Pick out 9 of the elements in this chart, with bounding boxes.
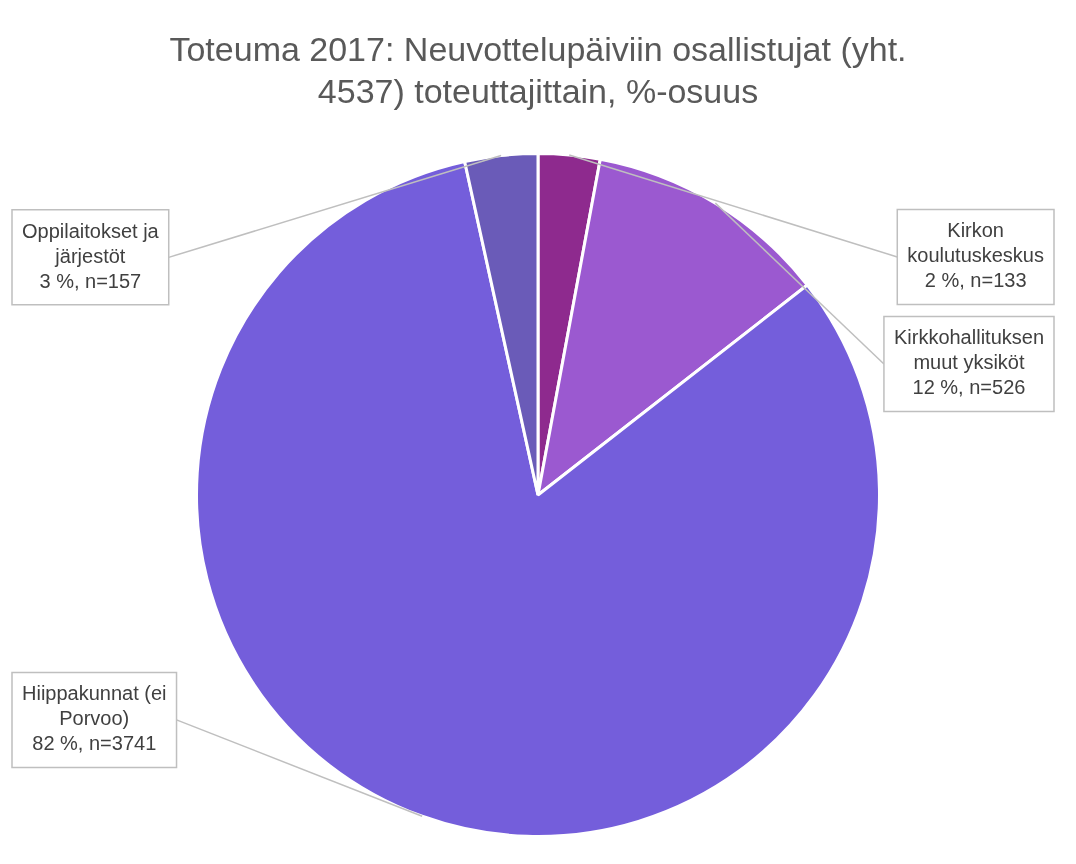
data-label: 2 %, n=133 [924,269,1027,292]
slice-label: Kirkkohallituksen muut yksiköt [893,326,1044,374]
slice-label: Kirkon koulutuskeskus [907,219,1045,267]
data-label: 82 %, n=3741 [32,732,157,755]
chart-title: Toteuma 2017: Neuvottelupäiviin osallistujat (yht. 4537) toteuttajittain, %-osuus [168,29,908,112]
data-label: 12 %, n=526 [912,376,1026,399]
slice-label: Oppilaitokset ja järjestöt [21,219,160,267]
data-label: 3 %, n=157 [39,269,142,292]
slice-label: Hiippakunnat (ei Porvoo) [22,682,167,730]
